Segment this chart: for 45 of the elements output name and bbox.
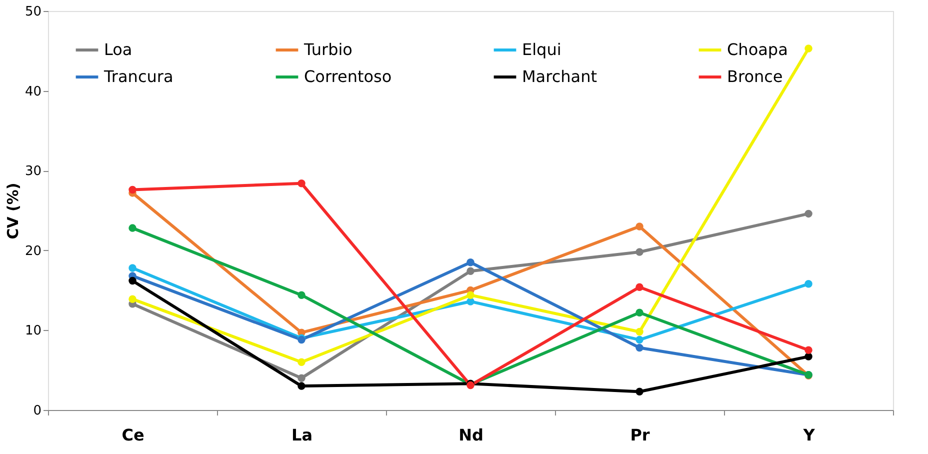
point xyxy=(636,308,644,317)
point xyxy=(804,210,812,218)
point xyxy=(636,344,644,352)
legend-label: Correntoso xyxy=(304,67,392,86)
point xyxy=(636,328,644,336)
point xyxy=(128,186,136,194)
point xyxy=(804,280,812,288)
y-axis-title: CV (%) xyxy=(4,182,22,240)
point xyxy=(636,283,644,291)
point xyxy=(298,374,306,382)
point xyxy=(466,258,474,266)
point xyxy=(466,291,474,299)
legend-label: Turbio xyxy=(303,40,352,59)
point xyxy=(804,346,812,354)
legend-label: Trancura xyxy=(103,67,174,86)
x-tick-label: Ce xyxy=(122,426,144,444)
y-tick-label: 40 xyxy=(24,84,42,100)
x-tick-label: Y xyxy=(802,426,816,444)
point xyxy=(128,295,136,303)
y-tick-label: 0 xyxy=(33,404,42,418)
point xyxy=(128,224,136,232)
point xyxy=(298,358,306,366)
legend-label: Choapa xyxy=(727,40,788,59)
point xyxy=(636,222,644,230)
point xyxy=(466,267,474,276)
y-tick-label: 10 xyxy=(24,324,42,339)
x-tick-label: La xyxy=(292,426,312,444)
y-tick-label: 20 xyxy=(24,244,42,259)
legend-label: Marchant xyxy=(522,67,597,86)
legend-label: Elqui xyxy=(522,40,562,59)
y-tick-label: 30 xyxy=(24,164,42,180)
point xyxy=(298,382,306,390)
legend-label: Loa xyxy=(104,40,132,59)
point xyxy=(636,388,644,396)
y-tick-label: 50 xyxy=(24,4,42,20)
point xyxy=(298,291,306,299)
point xyxy=(636,336,644,344)
point xyxy=(636,248,644,256)
point xyxy=(298,180,306,188)
legend-label: Bronce xyxy=(727,67,783,86)
point xyxy=(804,44,812,52)
point xyxy=(128,276,136,285)
point xyxy=(128,264,136,272)
x-tick-label: Nd xyxy=(458,426,484,444)
x-tick-label: Pr xyxy=(630,426,650,444)
